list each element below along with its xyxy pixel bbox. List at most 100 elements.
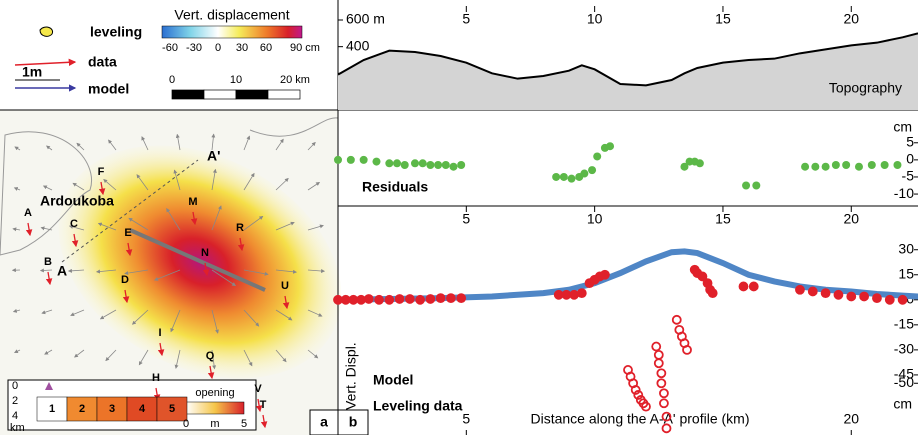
profile-line: [61, 159, 199, 263]
y-tick-label: 30: [898, 240, 914, 256]
y-tick-label: 400: [346, 37, 370, 53]
gps-arrow: [70, 309, 85, 317]
gps-arrow: [124, 269, 149, 276]
chart-title: Topography: [829, 80, 902, 96]
data-arrow: [202, 262, 210, 277]
data-point: [446, 293, 456, 304]
y-tick-label: -30: [894, 341, 914, 357]
x-axis-label: Distance along the A-A' profile (km): [531, 411, 750, 427]
gps-arrow: [307, 309, 323, 317]
opening-tick-label: 0: [183, 418, 189, 430]
opening-cell: [96, 396, 128, 422]
data-point: [671, 314, 682, 325]
data-point: [415, 294, 426, 305]
benchmark-label: D: [121, 274, 129, 286]
data-point: [659, 398, 669, 409]
gps-arrow: [12, 227, 21, 232]
x-tick-label: 5: [462, 211, 470, 227]
benchmark-label: N: [201, 247, 209, 259]
legend-label: model: [88, 81, 129, 97]
gps-arrow: [211, 168, 217, 191]
gps-arrow: [105, 349, 117, 362]
gps-arrow: [174, 349, 181, 369]
gps-arrow: [243, 135, 251, 151]
data-arrow: [98, 181, 106, 196]
gps-arrow: [13, 187, 21, 191]
x-tick-label: 20: [843, 411, 859, 427]
y-tick-label: -15: [894, 316, 914, 332]
data-arrow: [282, 295, 290, 310]
coastline: [0, 131, 92, 256]
residual-point: [400, 160, 409, 169]
data-point: [630, 385, 641, 395]
colorbar-tick-label: -30: [186, 42, 202, 54]
data-point: [569, 289, 580, 300]
colorbar: [161, 25, 303, 39]
gps-arrow: [211, 349, 217, 370]
x-tick-label: 10: [587, 11, 603, 27]
x-tick-label: 15: [715, 211, 731, 227]
scalebar-segment: [267, 89, 301, 100]
gps-arrow: [74, 349, 85, 358]
data-point: [820, 288, 831, 299]
profile-label: A': [207, 148, 220, 164]
data-point: [656, 378, 667, 389]
residual-point: [346, 155, 355, 164]
y-tick-label: -45: [894, 366, 914, 382]
legend-label: data: [88, 54, 117, 70]
legend-label: leveling: [90, 24, 142, 40]
data-point: [633, 390, 644, 400]
scalebar-tick-label: 0: [169, 74, 175, 86]
data-point: [356, 294, 366, 305]
series-label: Residuals: [362, 179, 428, 195]
x-tick-label: 10: [587, 211, 603, 227]
residual-point: [752, 181, 761, 190]
gps-arrow: [95, 269, 117, 274]
gps-arrow: [211, 309, 219, 334]
gps-arrow: [275, 309, 293, 321]
data-point: [872, 293, 882, 304]
opening-title: opening: [195, 387, 234, 399]
map-panel: [0, 0, 369, 435]
legend-label: Model: [373, 372, 413, 388]
gps-arrow: [68, 224, 85, 231]
data-point: [833, 289, 844, 300]
colorbar-tick-label: 60: [260, 42, 272, 54]
benchmark-label: Q: [206, 350, 215, 362]
opening-cell-label: 2: [79, 403, 85, 415]
y-tick-label: 5: [906, 133, 914, 149]
gps-arrow: [307, 268, 326, 273]
residual-point: [372, 157, 381, 166]
data-point: [697, 271, 708, 282]
gps-arrow: [275, 138, 284, 151]
gps-arrow: [72, 182, 85, 191]
gps-arrow: [275, 221, 295, 231]
opening-unit: m: [210, 418, 219, 430]
x-tick-label: 5: [462, 11, 470, 27]
scalebar-segment: [171, 89, 205, 100]
residual-point: [580, 169, 589, 178]
gps-arrow: [211, 205, 222, 231]
gps-arrow: [97, 222, 117, 231]
residual-point: [457, 160, 466, 169]
colorbar-tick-label: -60: [162, 42, 178, 54]
gps-arrow: [275, 177, 289, 191]
topography-line: [337, 32, 918, 87]
data-arrow: [207, 365, 215, 380]
gps-arrow: [243, 309, 260, 327]
opening-cell: [66, 396, 98, 422]
residual-point: [831, 160, 840, 169]
residual-point: [606, 142, 615, 151]
gps-arrow: [154, 269, 181, 281]
gps-arrow: [131, 309, 149, 325]
residual-point: [842, 160, 851, 169]
data-arrow: [255, 398, 263, 413]
gps-arrow: [175, 133, 181, 151]
colorbar-tick-label: 30: [236, 42, 248, 54]
data-point: [807, 286, 818, 297]
data-point: [394, 294, 405, 304]
gps-arrow: [40, 226, 53, 231]
depth-tick-label: 2: [12, 395, 18, 407]
gps-arrow: [173, 169, 181, 191]
